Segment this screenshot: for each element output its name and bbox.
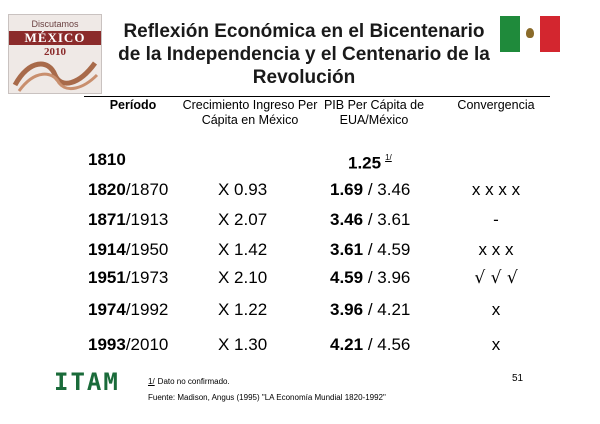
footnote-ref: 1/ xyxy=(385,153,392,162)
flag-green-stripe xyxy=(500,16,520,52)
pib-rest: / 3.46 xyxy=(363,180,411,199)
period-start: 1914 xyxy=(88,240,126,259)
mexico-flag-icon xyxy=(500,16,560,52)
growth-cell: X 1.22 xyxy=(218,300,268,319)
pib-value: 3.96 xyxy=(330,300,364,319)
convergence-cell: √ √ √ xyxy=(474,268,518,288)
pib-cell: 3.46 / 3.61 xyxy=(330,210,410,230)
pib-cell: 1.25 1/ xyxy=(348,150,392,174)
period-start: 1974 xyxy=(88,300,126,319)
logo-band: MÉXICO xyxy=(9,31,101,45)
pib-rest: / 4.56 xyxy=(363,335,411,354)
table-row: 1820/1870 X 0.93 1.69 / 3.46 x x x x xyxy=(0,180,600,200)
period-end: /1950 xyxy=(125,240,169,259)
period-cell: 1871/1913 xyxy=(88,210,168,230)
table-row: 1974/1992 X 1.22 3.96 / 4.21 x xyxy=(0,300,600,320)
title-line-1: Reflexión Económica en el Bicentenario xyxy=(123,21,485,42)
pib-value: 4.59 xyxy=(330,268,364,287)
pib-value: 1.69 xyxy=(330,180,364,199)
convergence-cell: x xyxy=(491,300,501,319)
pib-rest: / 4.21 xyxy=(363,300,411,319)
table-row: 1914/1950 X 1.42 3.61 / 4.59 x x x xyxy=(0,240,600,260)
flag-red-stripe xyxy=(540,16,560,52)
growth-cell: X 1.42 xyxy=(218,240,268,259)
pib-value: 3.46 xyxy=(330,210,364,229)
footnote-marker: 1/ xyxy=(148,377,155,386)
itam-logo: ITAM xyxy=(54,368,120,396)
convergence-cell: x xyxy=(491,335,501,354)
period-start: 1871 xyxy=(88,210,126,229)
pib-cell: 3.61 / 4.59 xyxy=(330,240,410,260)
period-cell: 1974/1992 xyxy=(88,300,168,320)
header-periodo: Período xyxy=(109,98,157,112)
table-row: 1810 1.25 1/ xyxy=(0,150,600,173)
flag-white-stripe xyxy=(520,16,540,52)
period-start: 1951 xyxy=(88,268,126,287)
growth-cell: X 0.93 xyxy=(218,180,268,199)
period-start: 1820 xyxy=(88,180,126,199)
pib-rest: / 4.59 xyxy=(363,240,411,259)
period-cell: 1820/1870 xyxy=(88,180,168,200)
logo-top-text: Discutamos xyxy=(31,19,79,29)
table-row: 1993/2010 X 1.30 4.21 / 4.56 x xyxy=(0,335,600,355)
header-crecimiento: Crecimiento Ingreso Per Cápita en México xyxy=(182,98,318,127)
table-row: 1951/1973 X 2.10 4.59 / 3.96 √ √ √ xyxy=(0,268,600,288)
pib-cell: 4.21 / 4.56 xyxy=(330,335,410,355)
period-cell: 1914/1950 xyxy=(88,240,168,260)
pib-value: 1.25 xyxy=(348,153,382,173)
period-cell: 1810 xyxy=(88,150,126,170)
growth-cell: X 1.30 xyxy=(218,335,268,354)
header-convergencia: Convergencia xyxy=(457,98,535,112)
period-end: /2010 xyxy=(125,335,169,354)
pib-rest: / 3.61 xyxy=(363,210,411,229)
pib-rest: / 3.96 xyxy=(363,268,411,287)
slide-title: Reflexión Económica en el Bicentenario d… xyxy=(104,20,504,89)
logo-name: MÉXICO xyxy=(24,30,86,45)
growth-cell: X 2.10 xyxy=(218,268,268,287)
title-line-3: Revolución xyxy=(252,67,356,88)
period-end: /1913 xyxy=(125,210,169,229)
table-row: 1871/1913 X 2.07 3.46 / 3.61 - xyxy=(0,210,600,230)
period-cell: 1993/2010 xyxy=(88,335,168,355)
pib-cell: 3.96 / 4.21 xyxy=(330,300,410,320)
period-start: 1810 xyxy=(88,150,126,169)
source-note: Fuente: Madison, Angus (1995) "LA Econom… xyxy=(148,393,386,402)
title-line-2: de la Independencia y el Centenario de l… xyxy=(118,44,490,65)
discutamos-mexico-logo: Discutamos MÉXICO 2010 xyxy=(8,14,102,94)
period-end: /1992 xyxy=(125,300,169,319)
period-end: /1973 xyxy=(125,268,169,287)
period-end: /1870 xyxy=(125,180,169,199)
period-start: 1993 xyxy=(88,335,126,354)
growth-cell: X 2.07 xyxy=(218,210,268,229)
flag-emblem-icon xyxy=(526,28,534,38)
footnote: 1/Dato no confirmado. xyxy=(148,377,230,386)
convergence-cell: x x x xyxy=(478,240,514,259)
footnote-text: Dato no confirmado. xyxy=(157,377,230,386)
pib-cell: 1.69 / 3.46 xyxy=(330,180,410,200)
pib-cell: 4.59 / 3.96 xyxy=(330,268,410,288)
pib-value: 3.61 xyxy=(330,240,364,259)
logo-swirl-icon xyxy=(12,61,99,92)
period-cell: 1951/1973 xyxy=(88,268,168,288)
header-pib: PIB Per Cápita de EUA/México xyxy=(323,98,425,127)
page-number: 51 xyxy=(512,373,524,384)
pib-value: 4.21 xyxy=(330,335,364,354)
convergence-cell: - xyxy=(493,210,499,229)
convergence-cell: x x x x xyxy=(471,180,521,199)
table-top-rule xyxy=(84,96,550,97)
logo-year: 2010 xyxy=(44,46,66,58)
